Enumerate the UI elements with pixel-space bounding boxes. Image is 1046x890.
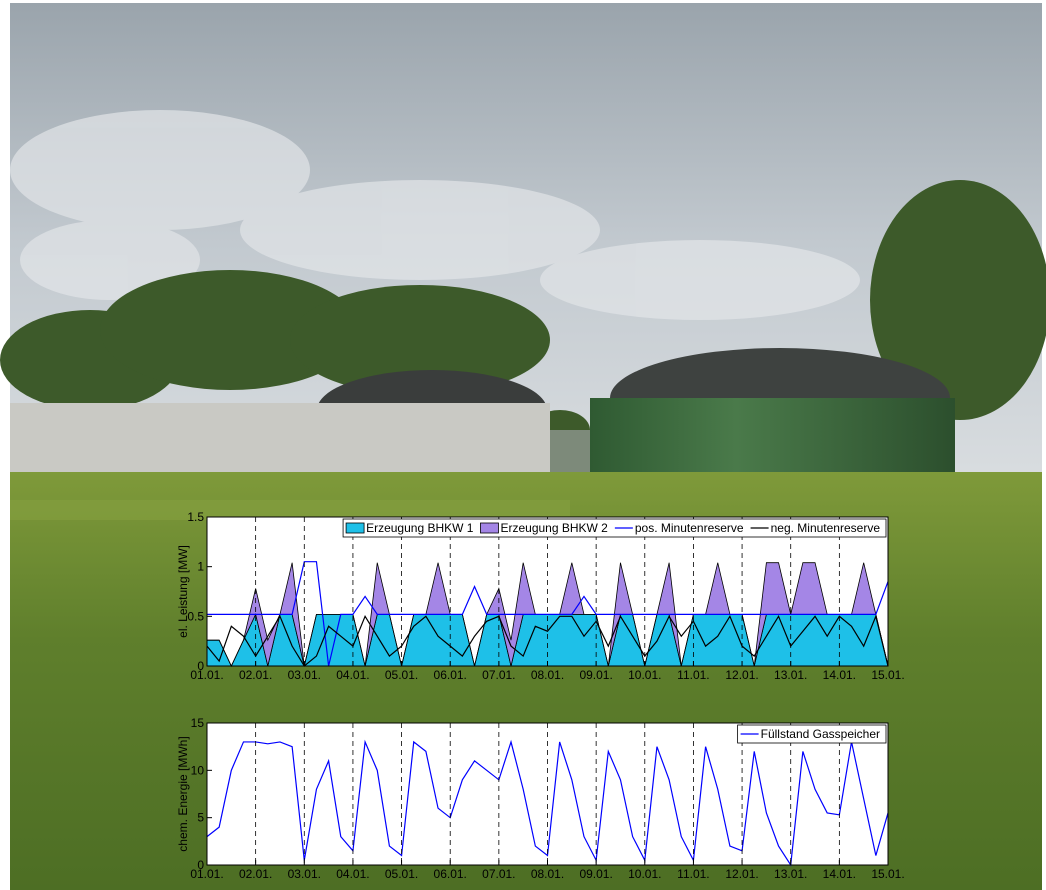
y-axis-label: el. Leistung [MW]: [176, 545, 190, 638]
x-tick-label: 03.01.: [288, 867, 321, 881]
x-tick-label: 13.01.: [774, 867, 807, 881]
x-tick-label: 10.01.: [628, 867, 661, 881]
x-tick-label: 08.01.: [531, 867, 564, 881]
y-axis-label: chem. Energie [MWh]: [176, 736, 190, 851]
x-tick-label: 15.01.: [871, 668, 904, 682]
legend-item: Erzeugung BHKW 1: [346, 521, 474, 535]
x-tick-label: 05.01.: [385, 867, 418, 881]
x-tick-label: 02.01.: [239, 867, 272, 881]
legend-item: neg. Minutenreserve: [751, 521, 881, 535]
y-tick-label: 15: [191, 716, 205, 730]
x-tick-label: 04.01.: [336, 668, 369, 682]
x-tick-label: 07.01.: [482, 867, 515, 881]
x-tick-label: 15.01.: [871, 867, 904, 881]
chart: 01.01. 02.01. 03.01. 04.01. 05.01. 06.01. 07.0…: [176, 510, 905, 682]
x-tick-label: 02.01.: [239, 668, 272, 682]
x-tick-label: 04.01.: [336, 867, 369, 881]
x-tick-label: 12.01.: [725, 867, 758, 881]
y-tick-label: 0: [197, 858, 204, 872]
x-tick-label: 11.01.: [677, 668, 709, 682]
x-tick-label: 09.01.: [579, 668, 612, 682]
legend-item: Erzeugung BHKW 2: [480, 521, 608, 535]
legend: Erzeugung BHKW 1 Erzeugung BHKW 2 pos. Min…: [343, 519, 886, 537]
x-tick-label: 14.01.: [823, 867, 856, 881]
x-tick-label: 01.01.: [190, 867, 223, 881]
legend-label: neg. Minutenreserve: [771, 521, 881, 535]
legend-item: pos. Minutenreserve: [615, 521, 744, 535]
x-tick-label: 14.01.: [823, 668, 856, 682]
legend-label: pos. Minutenreserve: [635, 521, 744, 535]
y-tick-label: 1: [197, 560, 204, 574]
charts: 01.01. 02.01. 03.01. 04.01. 05.01. 06.01. 07.0…: [0, 0, 1046, 890]
x-tick-label: 12.01.: [725, 668, 758, 682]
x-tick-label: 03.01.: [288, 668, 321, 682]
x-tick-label: 10.01.: [628, 668, 661, 682]
legend-label: Füllstand Gasspeicher: [761, 727, 880, 741]
y-tick-label: 5: [197, 811, 204, 825]
x-tick-label: 09.01.: [579, 867, 612, 881]
x-tick-label: 07.01.: [482, 668, 515, 682]
x-tick-label: 08.01.: [531, 668, 564, 682]
x-tick-label: 01.01.: [190, 668, 223, 682]
legend-label: Erzeugung BHKW 1: [366, 521, 474, 535]
legend: Füllstand Gasspeicher: [738, 725, 886, 743]
x-tick-label: 06.01.: [434, 668, 467, 682]
y-tick-label: 0: [197, 659, 204, 673]
legend-swatch: [480, 523, 498, 533]
page: 01.01. 02.01. 03.01. 04.01. 05.01. 06.01. 07.0…: [0, 0, 1046, 890]
chart: 01.01. 02.01. 03.01. 04.01. 05.01. 06.01. 07.0…: [176, 716, 905, 881]
legend-item: Füllstand Gasspeicher: [741, 727, 880, 741]
x-tick-label: 06.01.: [434, 867, 467, 881]
legend-swatch: [346, 523, 364, 533]
y-tick-label: 10: [191, 763, 205, 777]
x-tick-label: 05.01.: [385, 668, 418, 682]
legend-label: Erzeugung BHKW 2: [500, 521, 608, 535]
x-tick-label: 11.01.: [677, 867, 709, 881]
y-tick-label: 1.5: [187, 510, 204, 524]
x-tick-label: 13.01.: [774, 668, 807, 682]
